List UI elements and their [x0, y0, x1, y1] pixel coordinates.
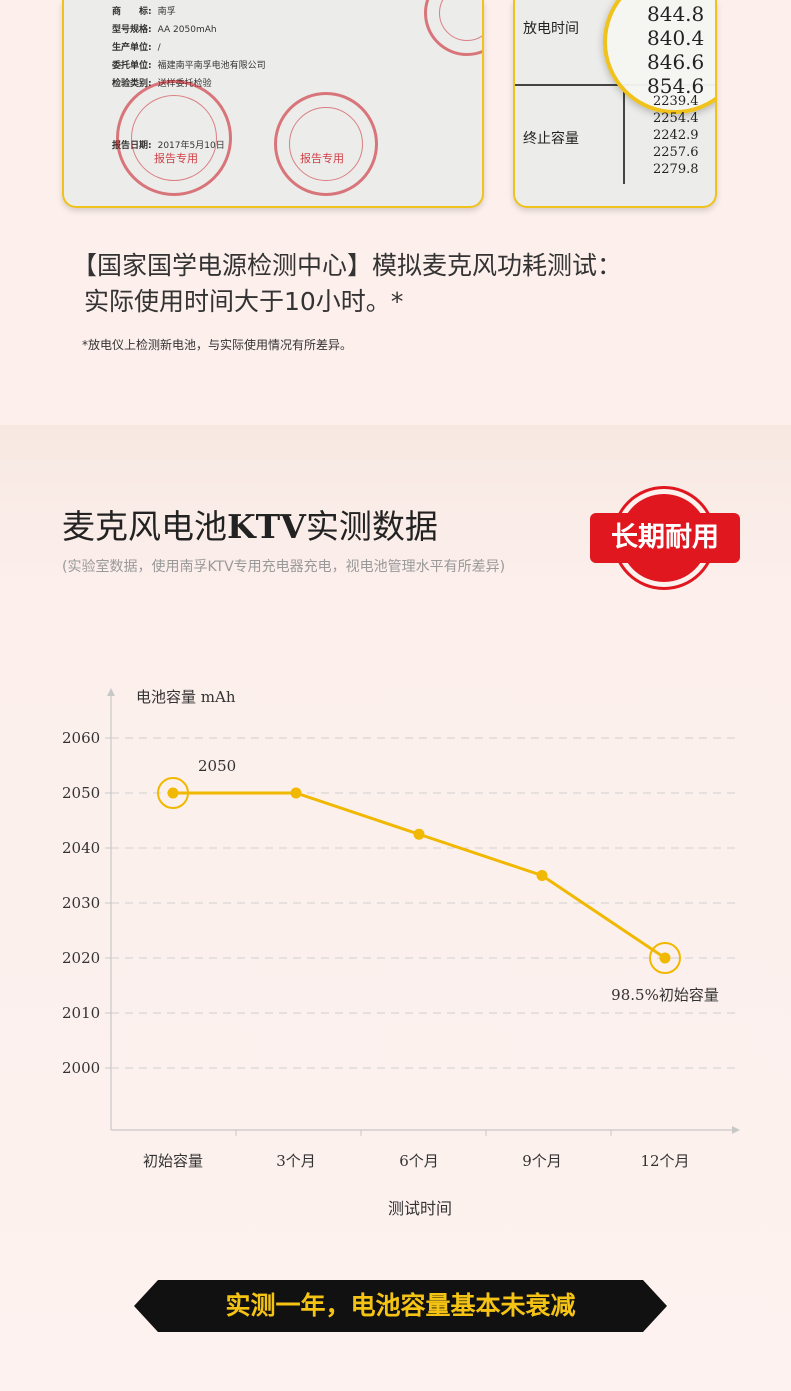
- seal-stamp-left: [116, 80, 232, 196]
- test-report-table-image: 放电时间 终止容量 844.8 840.4 846.6 854.6 2239.4 225…: [513, 0, 717, 208]
- badge-bar: [590, 513, 740, 563]
- chart-axes: [107, 688, 740, 1134]
- x-axis-arrow: [732, 1126, 740, 1134]
- discharge-value: 840.4: [647, 26, 705, 50]
- certificate-field-value: 福建南平南孚电池有限公司: [157, 61, 266, 71]
- capacity-value: 2242.9: [653, 128, 699, 143]
- x-tick-label: 3个月: [276, 1152, 316, 1170]
- discharge-value: 844.8: [647, 2, 705, 26]
- certificate-field-value: 南孚: [157, 7, 176, 17]
- footnote: *放电仪上检测新电池，与实际使用情况有所差异。: [82, 338, 353, 352]
- x-tick-labels: 初始容量 3个月 6个月 9个月 12个月: [143, 1152, 690, 1170]
- x-tick-label: 初始容量: [143, 1152, 203, 1170]
- y-tick-label: 2010: [62, 1004, 100, 1022]
- discharge-value: 846.6: [647, 50, 705, 74]
- y-tick-label: 2050: [62, 784, 100, 802]
- data-label: 2050: [198, 757, 236, 775]
- discharge-value: 854.6: [647, 74, 705, 98]
- certificate-field-key: 型号规格:: [112, 25, 152, 35]
- x-tick-label: 12个月: [640, 1152, 689, 1170]
- title-suffix: 实测数据: [305, 507, 438, 546]
- table-column-line: [623, 84, 625, 184]
- test-certificate-image: 商 标: 南孚 型号规格: AA 2050mAh 生产单位: / 委托单位: 福建南平南孚电池…: [62, 0, 484, 208]
- banner-shape: [134, 1280, 667, 1332]
- badge-text: 长期耐用: [611, 522, 719, 553]
- certificate-field: 生产单位: /: [112, 40, 161, 53]
- y-axis-label: 电池容量 mAh: [136, 688, 236, 706]
- conclusion-banner: [134, 1280, 667, 1332]
- x-tick-label: 6个月: [399, 1152, 439, 1170]
- seal-stamp-right: [274, 92, 378, 196]
- capacity-value: 2279.8: [653, 162, 699, 177]
- seal-stamp-top: [424, 0, 482, 56]
- certificate-field-key: 生产单位:: [112, 43, 152, 53]
- x-tick-label: 9个月: [522, 1152, 562, 1170]
- data-point: [413, 828, 425, 840]
- test-caption: 【国家国学电源检测中心】模拟麦克风功耗测试： 实际使用时间大于10小时。*: [72, 248, 622, 320]
- stamp-text-right: 报告专用: [300, 152, 344, 165]
- stamp-text-left: 报告专用: [154, 152, 198, 165]
- title-prefix: 麦克风电池: [62, 507, 227, 546]
- data-annotations: 2050 98.5%初始容量: [157, 757, 719, 1004]
- data-point: [290, 787, 302, 799]
- x-axis-label: 测试时间: [388, 1199, 452, 1218]
- certificate-field-key: 委托单位:: [112, 61, 152, 71]
- discharge-time-label: 放电时间: [523, 21, 579, 37]
- series-line: [173, 791, 666, 960]
- data-point: [536, 870, 548, 881]
- final-capacity-label: 终止容量: [523, 131, 579, 147]
- capacity-value: 2257.6: [653, 145, 699, 160]
- y-axis-arrow: [107, 688, 115, 696]
- section-subtitle: (实验室数据，使用南孚KTV专用充电器充电，视电池管理水平有所差异): [62, 559, 506, 575]
- certificate-field: 型号规格: AA 2050mAh: [112, 22, 217, 35]
- data-point: [659, 952, 671, 964]
- y-tick-label: 2000: [62, 1059, 100, 1077]
- report-section: 商 标: 南孚 型号规格: AA 2050mAh 生产单位: / 委托单位: 福建南平南孚电池…: [0, 0, 791, 425]
- certificate-field-key: 检验类别:: [112, 79, 152, 89]
- y-tick-label: 2040: [62, 839, 100, 857]
- certificate-field: 商 标: 南孚: [112, 4, 176, 17]
- capacity-value: 2239.4: [653, 94, 699, 109]
- certificate-field: 委托单位: 福建南平南孚电池有限公司: [112, 58, 266, 71]
- caption-line-1: 【国家国学电源检测中心】模拟麦克风功耗测试：: [72, 251, 623, 280]
- chart-grid: [105, 737, 736, 1136]
- caption-line-2: 实际使用时间大于10小时。*: [84, 287, 404, 316]
- y-tick-labels: 2000 2010 2020 2030 2040 2050 2060: [62, 729, 100, 1077]
- data-points: [167, 787, 671, 964]
- long-lasting-badge: 长期耐用: [590, 486, 740, 590]
- certificate-field-value: AA 2050mAh: [157, 25, 217, 35]
- data-point: [167, 787, 179, 799]
- certificate-field-key: 商 标:: [112, 7, 152, 17]
- y-tick-label: 2030: [62, 894, 100, 912]
- banner-text: 实测一年，电池容量基本未衰减: [225, 1291, 576, 1320]
- data-label: 98.5%初始容量: [611, 986, 719, 1004]
- highlight-ring: [649, 942, 681, 974]
- capacity-value: 2254.4: [653, 111, 699, 126]
- table-divider: [515, 84, 715, 86]
- highlight-ring: [157, 777, 189, 809]
- certificate-field-value: /: [157, 43, 161, 53]
- y-tick-label: 2020: [62, 949, 100, 967]
- title-bold: KTV: [227, 507, 306, 546]
- capacity-line-chart: 电池容量 mAh 测试时间 20002010202020302040205020…: [62, 688, 740, 1218]
- section-title: 麦克风电池KTV实测数据: [62, 500, 438, 548]
- y-tick-label: 2060: [62, 729, 100, 747]
